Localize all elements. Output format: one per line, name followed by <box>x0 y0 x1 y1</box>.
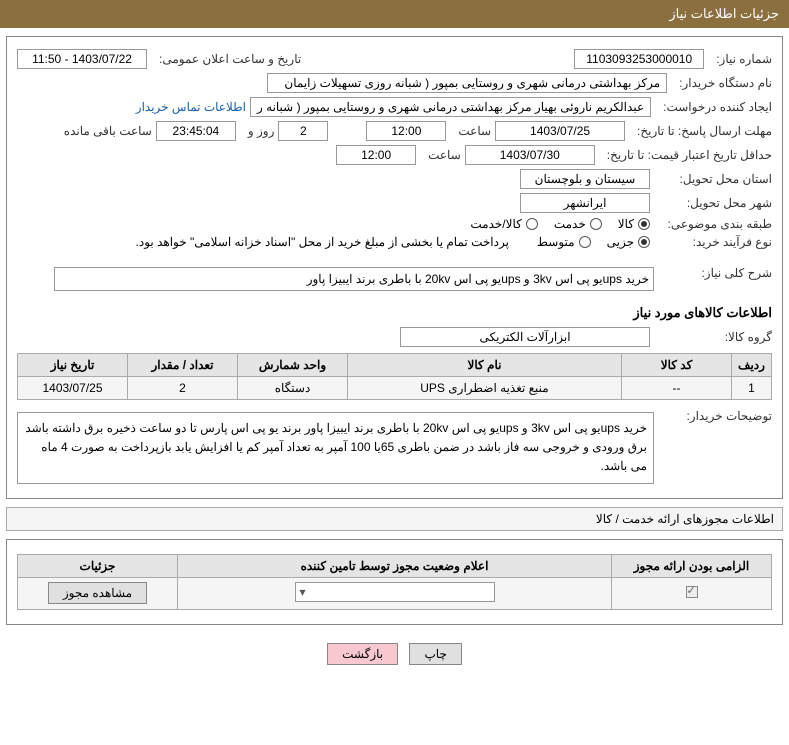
main-panel: شماره نیاز: 1103093253000010 تاریخ و ساع… <box>6 36 783 499</box>
td-unit: دستگاه <box>238 377 348 400</box>
validity-date: 1403/07/30 <box>465 145 595 165</box>
radio-medium[interactable] <box>579 236 591 248</box>
radio-service[interactable] <box>590 218 602 230</box>
group-label: گروه کالا: <box>662 330 772 344</box>
days-field: 2 <box>278 121 328 141</box>
remaining-label: ساعت باقی مانده <box>64 124 152 138</box>
buyer-notes-box: خرید upsیو پی اس 3kv و upsیو پی اس 20kv … <box>17 412 654 484</box>
mandatory-checkbox[interactable] <box>686 586 698 598</box>
th-status: اعلام وضعیت مجوز توسط تامین کننده <box>178 554 612 577</box>
th-mandatory: الزامی بودن ارائه مجوز <box>612 554 772 577</box>
radio-goods[interactable] <box>638 218 650 230</box>
th-details: جزئیات <box>18 554 178 577</box>
city-field: ایرانشهر <box>520 193 650 213</box>
category-radio-group: کالا خدمت کالا/خدمت <box>470 217 650 231</box>
th-date: تاریخ نیاز <box>18 354 128 377</box>
title-bar: جزئیات اطلاعات نیاز <box>0 0 789 28</box>
th-unit: واحد شمارش <box>238 354 348 377</box>
th-name: نام کالا <box>348 354 622 377</box>
need-number-label: شماره نیاز: <box>716 52 772 66</box>
summary-label: شرح کلی نیاز: <box>662 263 772 280</box>
radio-medium-label: متوسط <box>537 235 575 249</box>
td-code: -- <box>622 377 732 400</box>
back-button[interactable]: بازگشت <box>327 643 398 665</box>
process-label: نوع فرآیند خرید: <box>662 235 772 249</box>
announce-field: 1403/07/22 - 11:50 <box>17 49 147 69</box>
countdown-field: 23:45:04 <box>156 121 236 141</box>
td-date: 1403/07/25 <box>18 377 128 400</box>
td-details: مشاهده مجوز <box>18 577 178 609</box>
time-label-2: ساعت <box>428 148 461 162</box>
status-select[interactable] <box>295 582 495 602</box>
process-note: پرداخت تمام یا بخشی از مبلغ خرید از محل … <box>136 235 509 249</box>
td-qty: 2 <box>128 377 238 400</box>
goods-section-header: اطلاعات کالاهای مورد نیاز <box>17 305 772 321</box>
deadline-label: مهلت ارسال پاسخ: تا تاریخ: <box>637 124 772 138</box>
province-field: سیستان و بلوچستان <box>520 169 650 189</box>
td-status <box>178 577 612 609</box>
radio-partial-label: جزیی <box>607 235 634 249</box>
process-radio-group: جزیی متوسط <box>537 235 650 249</box>
buyer-field: مرکز بهداشتی درمانی شهری و روستایی بمپور… <box>267 73 667 93</box>
th-code: کد کالا <box>622 354 732 377</box>
validity-time: 12:00 <box>336 145 416 165</box>
license-panel: الزامی بودن ارائه مجوز اعلام وضعیت مجوز … <box>6 539 783 625</box>
license-table: الزامی بودن ارائه مجوز اعلام وضعیت مجوز … <box>17 554 772 610</box>
radio-service-label: خدمت <box>554 217 586 231</box>
radio-both[interactable] <box>526 218 538 230</box>
th-qty: تعداد / مقدار <box>128 354 238 377</box>
view-license-button[interactable]: مشاهده مجوز <box>48 582 147 604</box>
button-row: چاپ بازگشت <box>0 633 789 675</box>
print-button[interactable]: چاپ <box>409 643 461 665</box>
time-label-1: ساعت <box>458 124 491 138</box>
table-row: 1 -- منبع تغذیه اضطراری UPS دستگاه 2 140… <box>18 377 772 400</box>
goods-table: ردیف کد کالا نام کالا واحد شمارش تعداد /… <box>17 353 772 400</box>
need-number-field: 1103093253000010 <box>574 49 704 69</box>
deadline-date: 1403/07/25 <box>495 121 625 141</box>
requester-field: عبدالکریم ناروئی بهیار مرکز بهداشتی درما… <box>250 97 651 117</box>
td-name: منبع تغذیه اضطراری UPS <box>348 377 622 400</box>
radio-partial[interactable] <box>638 236 650 248</box>
radio-goods-label: کالا <box>618 217 634 231</box>
province-label: استان محل تحویل: <box>662 172 772 186</box>
days-and-label: روز و <box>248 124 275 138</box>
buyer-notes-label: توضیحات خریدار: <box>662 406 772 423</box>
table-header-row: ردیف کد کالا نام کالا واحد شمارش تعداد /… <box>18 354 772 377</box>
category-label: طبقه بندی موضوعی: <box>662 217 772 231</box>
license-section-header: اطلاعات مجوزهای ارائه خدمت / کالا <box>6 507 783 531</box>
license-row: مشاهده مجوز <box>18 577 772 609</box>
requester-label: ایجاد کننده درخواست: <box>663 100 772 114</box>
validity-label: حداقل تاریخ اعتبار قیمت: تا تاریخ: <box>607 148 772 162</box>
summary-box: خرید upsیو پی اس 3kv و upsیو پی اس 20kv … <box>54 267 654 291</box>
td-mandatory <box>612 577 772 609</box>
group-field: ابزارآلات الکتریکی <box>400 327 650 347</box>
announce-label: تاریخ و ساعت اعلان عمومی: <box>159 52 301 66</box>
city-label: شهر محل تحویل: <box>662 196 772 210</box>
td-row: 1 <box>732 377 772 400</box>
contact-link[interactable]: اطلاعات تماس خریدار <box>136 100 246 114</box>
radio-both-label: کالا/خدمت <box>470 217 521 231</box>
buyer-label: نام دستگاه خریدار: <box>679 76 772 90</box>
deadline-time: 12:00 <box>366 121 446 141</box>
license-header-row: الزامی بودن ارائه مجوز اعلام وضعیت مجوز … <box>18 554 772 577</box>
th-row: ردیف <box>732 354 772 377</box>
